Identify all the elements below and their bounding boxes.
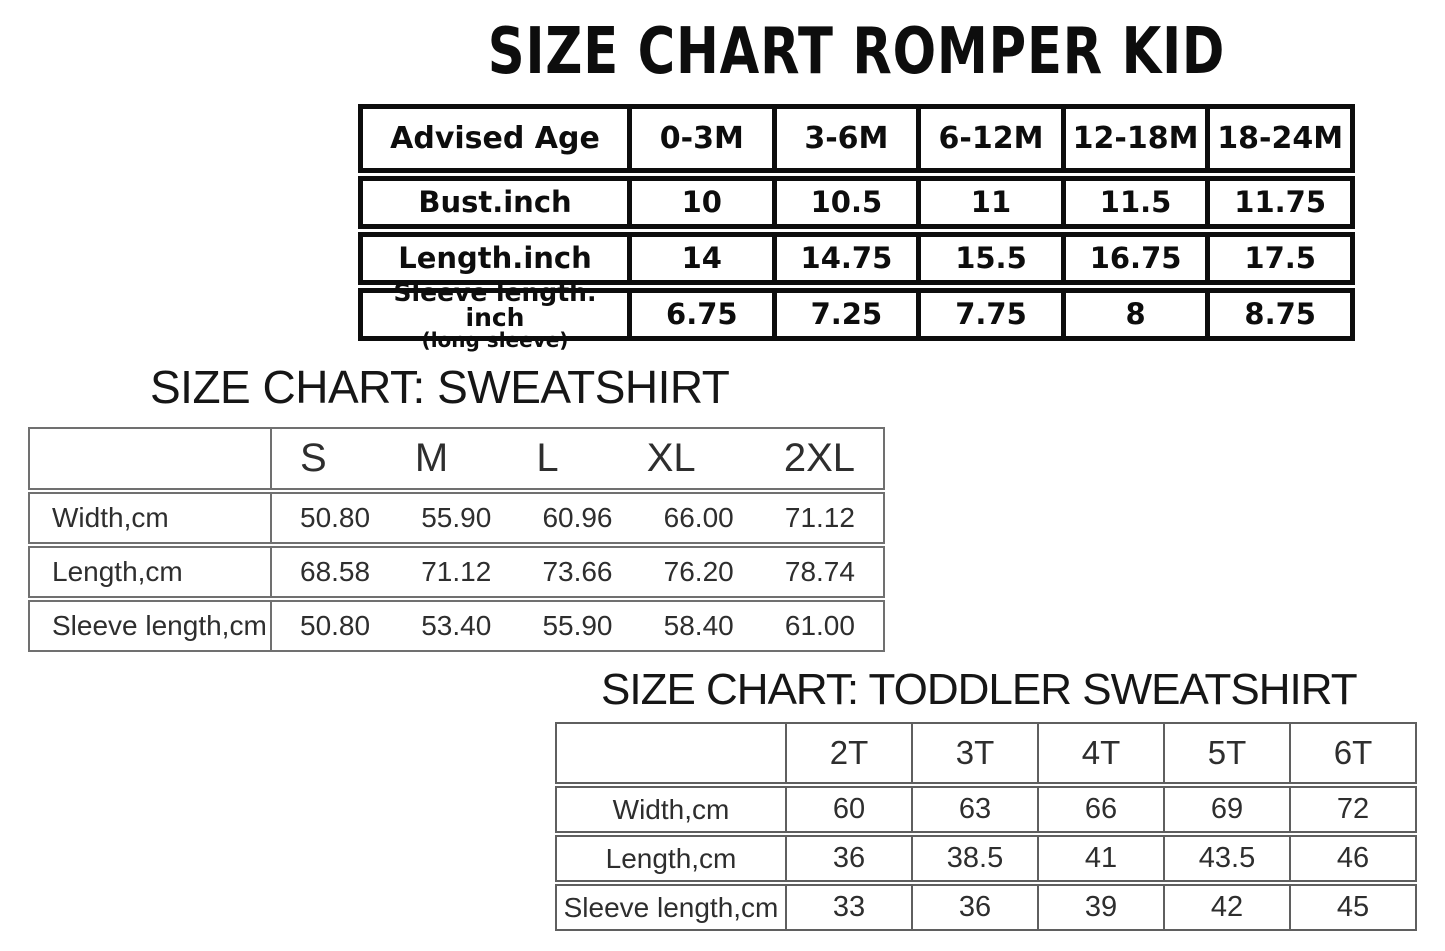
sweatshirt-row-label: Sleeve length,cm [30,602,272,650]
romper-size-col: 0-3M [627,109,772,168]
romper-row-label: Sleeve length. inch (long sleeve) [363,280,627,350]
toddler-cell: 42 [1163,886,1289,929]
toddler-row-label: Length,cm [605,842,737,874]
romper-cell: 8 [1060,293,1206,336]
toddler-size-table: 2T 3T 4T 5T 6T Width,cm 60 63 66 69 72 L… [555,722,1417,931]
toddler-cell: 72 [1289,788,1415,831]
sweatshirt-chart-title: SIZE CHART: SWEATSHIRT [150,361,730,413]
sweatshirt-cell: 58.40 [663,610,734,641]
sweatshirt-row-label: Width,cm [30,494,272,542]
table-row: Sleeve length,cm 50.80 53.40 55.90 58.40… [28,600,885,652]
romper-cell: 17.5 [1205,237,1350,280]
sweatshirt-cell: 61.00 [784,610,855,641]
table-row: Sleeve length. inch (long sleeve) 6.75 7… [358,280,1355,350]
toddler-size-col: 3T [911,724,1037,782]
toddler-cell: 66 [1037,788,1163,831]
romper-size-table: Advised Age 0-3M 3-6M 6-12M 12-18M 18-24… [358,104,1355,350]
toddler-cell: 46 [1289,837,1415,880]
romper-cell: 7.75 [916,293,1061,336]
sweatshirt-cell: 50.80 [300,610,371,641]
table-row: Length,cm 68.58 71.12 73.66 76.20 78.74 [28,546,885,598]
romper-row-label: Bust.inch [418,185,572,220]
romper-row-label: Length.inch [398,241,592,276]
toddler-chart-title: SIZE CHART: TODDLER SWEATSHIRT [601,665,1358,714]
table-row: Width,cm 50.80 55.90 60.96 66.00 71.12 [28,492,885,544]
toddler-cell: 60 [785,788,911,831]
sweatshirt-cell: 55.90 [542,610,613,641]
romper-cell: 11.5 [1060,181,1206,224]
romper-cell: 14 [627,237,772,280]
sweatshirt-cell: 60.96 [542,502,613,533]
romper-cell: 7.25 [771,293,917,336]
sweatshirt-size-table: S M L XL 2XL Width,cm 50.80 55.90 60.96 … [28,427,885,652]
romper-size-col: 6-12M [916,109,1061,168]
toddler-cell: 41 [1037,837,1163,880]
romper-cell: 11 [916,181,1061,224]
romper-size-col: 12-18M [1060,109,1206,168]
toddler-cell: 43.5 [1163,837,1289,880]
romper-header-label: Advised Age [390,120,600,156]
toddler-size-col: 4T [1037,724,1163,782]
toddler-size-col: 6T [1289,724,1415,782]
sweatshirt-row-values: 50.80 53.40 55.90 58.40 61.00 [272,602,883,650]
sweatshirt-cell: 55.90 [421,502,492,533]
sweatshirt-header-empty-cell [30,429,272,488]
toddler-cell: 33 [785,886,911,929]
romper-header-row: Advised Age 0-3M 3-6M 6-12M 12-18M 18-24… [358,104,1355,173]
sweatshirt-header-row: S M L XL 2XL [28,427,885,490]
romper-size-col: 3-6M [771,109,917,168]
sweatshirt-size-columns: S M L XL 2XL [272,429,883,488]
sweatshirt-cell: 68.58 [300,556,371,587]
sweatshirt-row-values: 68.58 71.12 73.66 76.20 78.74 [272,548,883,596]
sweatshirt-cell: 66.00 [663,502,734,533]
romper-cell: 16.75 [1060,237,1206,280]
romper-cell: 6.75 [627,293,772,336]
sweatshirt-cell: 71.12 [784,502,855,533]
sweatshirt-size-col: 2XL [783,436,855,480]
sweatshirt-row-values: 50.80 55.90 60.96 66.00 71.12 [272,494,883,542]
sweatshirt-size-col: S [300,436,327,480]
toddler-cell: 39 [1037,886,1163,929]
toddler-cell: 45 [1289,886,1415,929]
sweatshirt-size-col: M [414,436,449,480]
toddler-header-empty-cell [557,724,785,782]
toddler-cell: 63 [911,788,1037,831]
sweatshirt-cell: 73.66 [542,556,613,587]
sweatshirt-cell: 71.12 [421,556,492,587]
romper-size-col: 18-24M [1205,109,1350,168]
sweatshirt-cell: 78.74 [784,556,855,587]
romper-cell: 8.75 [1205,293,1350,336]
table-row: Length.inch 14 14.75 15.5 16.75 17.5 [358,232,1355,285]
table-row: Width,cm 60 63 66 69 72 [555,786,1417,833]
romper-cell: 11.75 [1205,181,1350,224]
sweatshirt-cell: 76.20 [663,556,734,587]
sweatshirt-cell: 50.80 [300,502,371,533]
toddler-cell: 69 [1163,788,1289,831]
toddler-cell: 36 [785,837,911,880]
romper-cell: 15.5 [916,237,1061,280]
toddler-cell: 36 [911,886,1037,929]
toddler-row-label: Sleeve length,cm [563,891,779,923]
toddler-header-row: 2T 3T 4T 5T 6T [555,722,1417,784]
toddler-cell: 38.5 [911,837,1037,880]
toddler-size-col: 5T [1163,724,1289,782]
sweatshirt-size-col: XL [646,436,696,480]
romper-chart-title: SIZE CHART ROMPER KID [487,15,1226,89]
table-row: Length,cm 36 38.5 41 43.5 46 [555,835,1417,882]
romper-cell: 10 [627,181,772,224]
romper-sleeve-label: Sleeve length. inch [393,277,597,332]
sweatshirt-cell: 53.40 [421,610,492,641]
sweatshirt-row-label: Length,cm [30,548,272,596]
toddler-size-col: 2T [785,724,911,782]
romper-sleeve-sublabel: (long sleeve) [421,327,569,352]
toddler-row-label: Width,cm [612,793,730,825]
romper-cell: 10.5 [771,181,917,224]
sweatshirt-size-col: L [536,436,559,480]
table-row: Bust.inch 10 10.5 11 11.5 11.75 [358,176,1355,229]
romper-cell: 14.75 [771,237,917,280]
table-row: Sleeve length,cm 33 36 39 42 45 [555,884,1417,931]
